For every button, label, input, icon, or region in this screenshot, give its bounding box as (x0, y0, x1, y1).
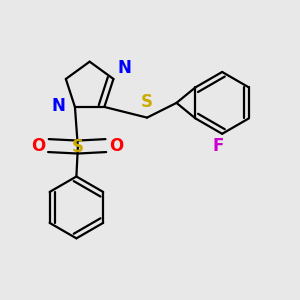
Text: F: F (212, 137, 224, 155)
Text: N: N (52, 97, 65, 115)
Text: S: S (141, 93, 153, 111)
Text: O: O (110, 136, 124, 154)
Text: O: O (31, 136, 45, 154)
Text: N: N (118, 58, 132, 76)
Text: S: S (72, 138, 84, 156)
